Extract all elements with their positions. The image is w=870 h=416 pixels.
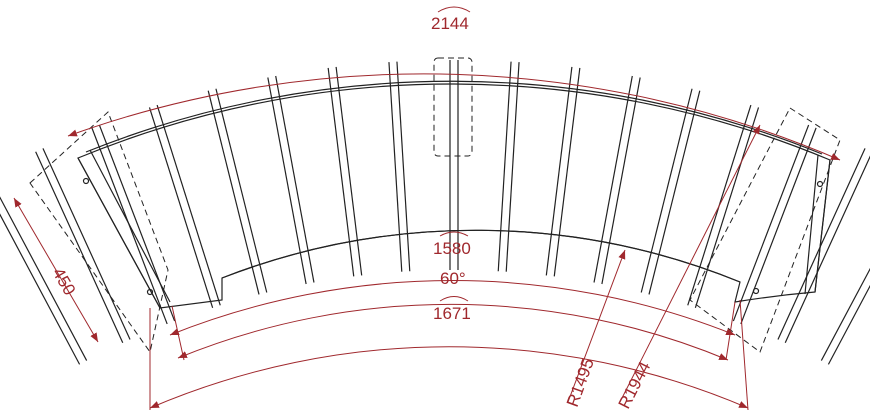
slat-edge xyxy=(601,77,641,285)
left-end-frame xyxy=(77,149,171,309)
outer-rail xyxy=(85,80,823,155)
slat-edge xyxy=(545,66,573,276)
mid-arc-length-label: 1671 xyxy=(433,304,471,323)
slat-edge xyxy=(777,148,866,340)
dimension-lines xyxy=(13,73,841,411)
inner-radius-label: R1495 xyxy=(563,356,598,410)
inner-rail xyxy=(221,229,741,283)
slat-edge xyxy=(0,196,88,361)
slat-edge xyxy=(640,88,693,293)
inner-arc-dimension-line xyxy=(169,280,736,336)
slat-edge xyxy=(497,61,512,272)
right-end-envelope xyxy=(689,107,841,353)
slat-edge xyxy=(35,151,124,344)
slat-edge xyxy=(784,155,870,344)
angle-label: 60° xyxy=(440,269,466,288)
slat-edge xyxy=(148,107,214,308)
bolt-hole-2 xyxy=(146,288,154,296)
mid-arc-dimension-line xyxy=(149,346,749,409)
width-dimension-line xyxy=(13,197,99,343)
slat-edge xyxy=(275,75,315,283)
center-cover-dashed xyxy=(433,57,473,157)
slat-edge xyxy=(327,67,355,277)
slat-edge xyxy=(388,62,403,272)
outer-arc-dimension-line xyxy=(67,73,841,161)
extension-line-2 xyxy=(171,305,185,361)
bolt-hole-3 xyxy=(816,180,824,188)
extension-line-4 xyxy=(725,301,736,361)
slat-edge xyxy=(553,67,581,277)
extension-line-3 xyxy=(739,299,749,411)
slat-edge xyxy=(593,75,633,283)
slat-edge xyxy=(156,104,221,306)
bolt-hole-4 xyxy=(752,287,760,295)
slat-edge xyxy=(215,88,268,293)
slat-edge xyxy=(820,267,870,361)
slat-edge xyxy=(694,107,760,308)
angle-dimension-line xyxy=(177,303,729,361)
width-label: 450 xyxy=(49,265,80,299)
slat-edge xyxy=(648,90,701,295)
slat-edge xyxy=(740,127,817,325)
arc-symbol-mid xyxy=(439,296,469,302)
bolt-hole-1 xyxy=(82,177,90,185)
arc-symbol-outer xyxy=(437,6,471,13)
right-end-frame xyxy=(804,154,831,295)
arc-symbol-inner xyxy=(439,231,469,237)
inner-radius-leader xyxy=(567,249,626,403)
slat-edge xyxy=(505,62,520,272)
slat-edge xyxy=(42,148,131,340)
slat-edge xyxy=(827,284,870,365)
outer-radius-leader xyxy=(619,124,761,403)
slat-edge xyxy=(335,66,363,276)
slat-edge xyxy=(267,77,307,285)
outer-arc-length-label: 2144 xyxy=(431,14,469,33)
slat-edge xyxy=(207,90,260,295)
slat-edge xyxy=(396,61,411,272)
slat-edge xyxy=(98,124,176,322)
inner-arc-length-label: 1580 xyxy=(433,239,471,258)
